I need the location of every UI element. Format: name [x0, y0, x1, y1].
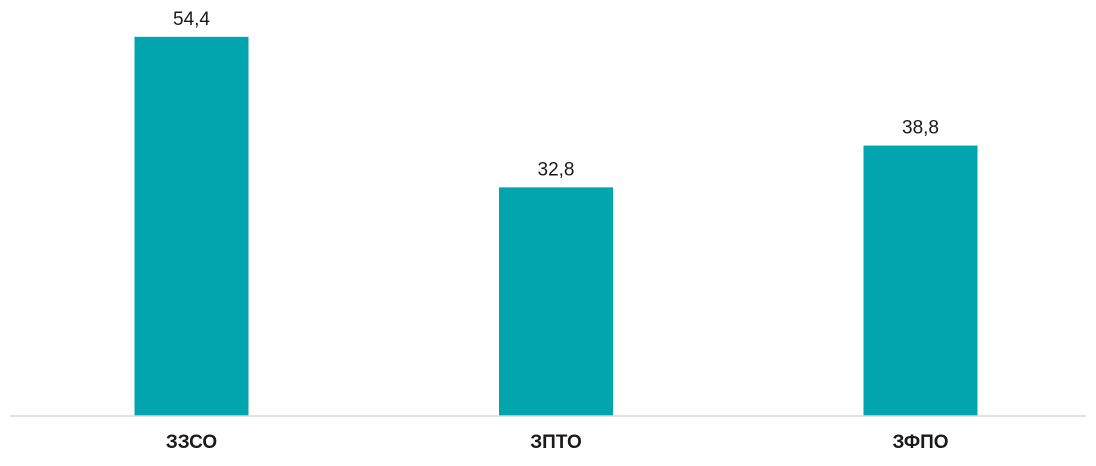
- bar-0: [134, 36, 249, 416]
- x-tick-labels-layer: ЗЗСО ЗПТО ЗФПО: [166, 432, 949, 453]
- x-tick-label-2: ЗФПО: [892, 432, 948, 453]
- bar-2: [863, 145, 978, 416]
- data-label-1: 32,8: [538, 159, 575, 180]
- data-labels-layer: 54,4 32,8 38,8: [173, 9, 939, 181]
- x-tick-label-0: ЗЗСО: [166, 432, 217, 453]
- data-label-2: 38,8: [902, 118, 939, 139]
- bar-1: [499, 187, 613, 416]
- data-label-0: 54,4: [173, 9, 210, 30]
- x-tick-label-1: ЗПТО: [530, 432, 581, 453]
- bars-layer: [134, 36, 978, 416]
